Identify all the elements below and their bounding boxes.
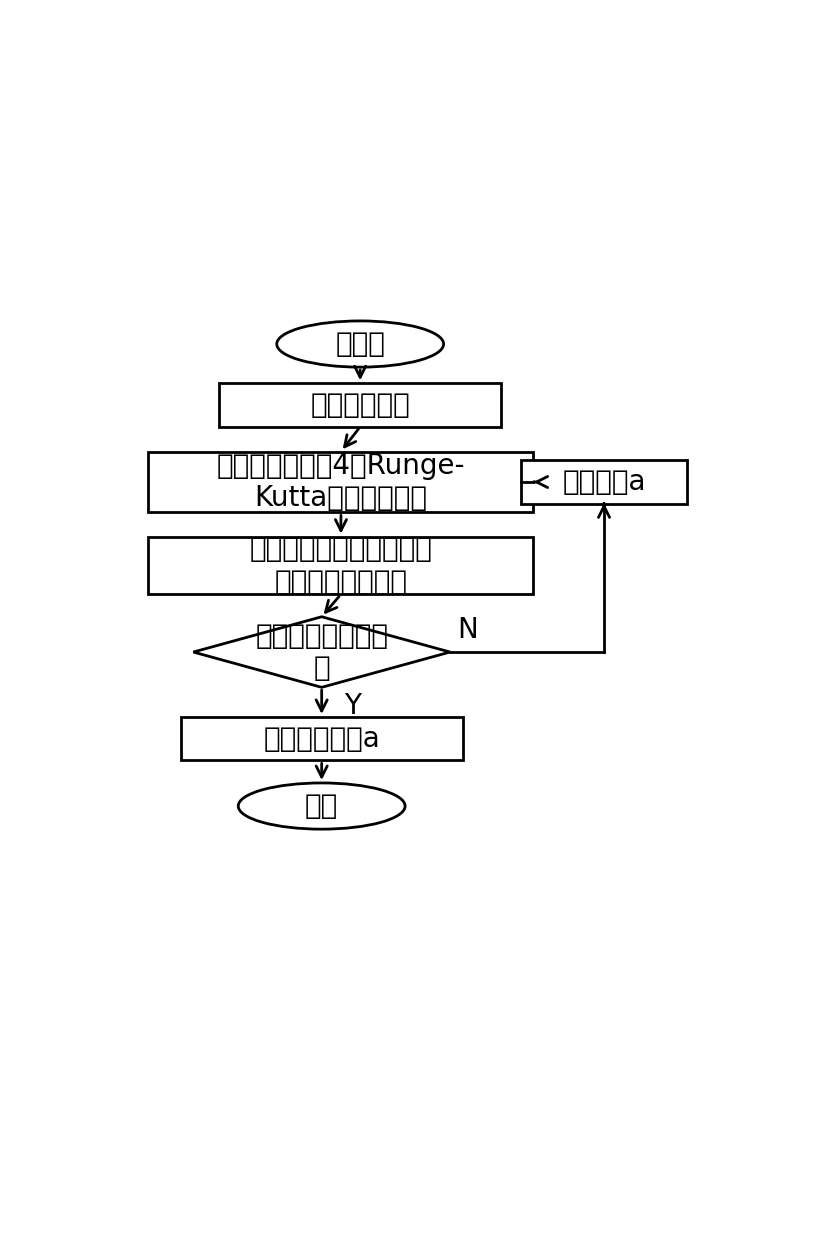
Bar [218, 384, 501, 427]
Text: 输出信噪比达到上
限: 输出信噪比达到上 限 [255, 622, 388, 682]
Text: 设置系统参数: 设置系统参数 [310, 391, 409, 420]
Text: Y: Y [344, 692, 361, 721]
Text: 结束: 结束 [304, 792, 338, 821]
Text: 寻得最佳参数a: 寻得最佳参数a [263, 724, 380, 753]
Text: N: N [457, 616, 478, 644]
Text: 输入待测信号，4阶Runge-
Kutta算法迭代输出: 输入待测信号，4阶Runge- Kutta算法迭代输出 [217, 452, 465, 512]
Ellipse shape [276, 321, 443, 368]
Text: 计算输出信噪比，将输出
结果储存到向量中: 计算输出信噪比，将输出 结果储存到向量中 [249, 536, 432, 596]
Bar [180, 717, 462, 760]
Bar [520, 460, 686, 503]
Bar [148, 452, 533, 512]
Bar [148, 537, 533, 595]
Ellipse shape [238, 782, 404, 829]
Polygon shape [193, 617, 450, 687]
Text: 初始化: 初始化 [335, 329, 385, 358]
Text: 重新调节a: 重新调节a [562, 468, 645, 496]
